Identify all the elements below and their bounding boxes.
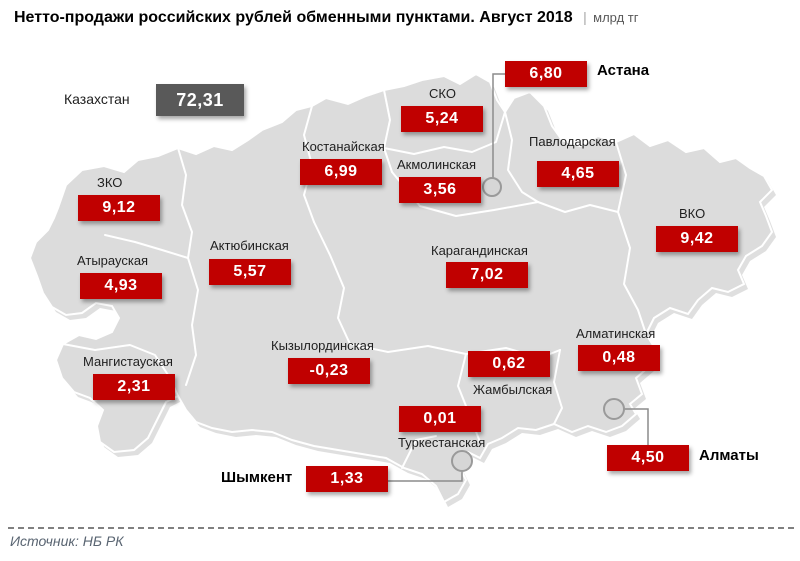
- region-label-karaganda: Карагандинская: [431, 243, 528, 258]
- city-value-almaty: 4,50: [607, 445, 689, 471]
- astana-connector: [492, 73, 505, 178]
- region-label-vko: ВКО: [679, 206, 706, 221]
- region-label-turkestan: Туркестанская: [398, 435, 486, 450]
- region-label-almaty-region: Алматинская: [576, 326, 656, 341]
- region-value-zhambyl: 0,62: [468, 351, 550, 377]
- page-title: Нетто-продажи российских рублей обменным…: [14, 9, 639, 27]
- region-value-kyzylorda: -0,23: [288, 358, 370, 384]
- city-connectors: [386, 73, 649, 482]
- city-value-astana: 6,80: [505, 61, 587, 87]
- region-value-karaganda: 7,02: [446, 262, 528, 288]
- region-label-sko: СКО: [429, 86, 456, 101]
- region-label-zhambyl: Жамбылская: [473, 382, 553, 397]
- title-separator: |: [583, 9, 587, 25]
- city-value-shymkent: 1,33: [306, 466, 388, 492]
- region-value-atyrau: 4,93: [80, 273, 162, 299]
- region-label-kostanay: Костанайская: [302, 139, 385, 154]
- region-label-aktobe: Актюбинская: [210, 238, 289, 253]
- source-note: Источник: НБ РК: [10, 533, 124, 549]
- almaty-marker: [603, 398, 625, 420]
- region-label-kyzylorda: Кызылординская: [271, 338, 374, 353]
- city-label-shymkent: Шымкент: [221, 469, 293, 486]
- region-label-zko: ЗКО: [97, 175, 123, 190]
- region-value-zko: 9,12: [78, 195, 160, 221]
- region-value-sko: 5,24: [401, 106, 483, 132]
- region-value-turkestan: 0,01: [399, 406, 481, 432]
- region-value-aktobe: 5,57: [209, 259, 291, 285]
- title-text: Нетто-продажи российских рублей обменным…: [14, 9, 573, 26]
- region-label-akmola: Акмолинская: [397, 157, 477, 172]
- region-value-akmola: 3,56: [399, 177, 481, 203]
- region-label-pavlodar: Павлодарская: [529, 134, 616, 149]
- city-label-almaty: Алматы: [699, 447, 759, 464]
- astana-marker: [482, 177, 502, 197]
- shymkent-connector: [386, 471, 463, 482]
- separator-line: [8, 527, 794, 529]
- almaty-connector: [624, 408, 649, 445]
- region-value-vko: 9,42: [656, 226, 738, 252]
- shymkent-marker: [451, 450, 473, 472]
- region-label-atyrau: Атырауская: [77, 253, 149, 268]
- title-unit: млрд тг: [593, 10, 639, 25]
- region-value-pavlodar: 4,65: [537, 161, 619, 187]
- city-label-astana: Астана: [597, 62, 650, 79]
- region-value-kostanay: 6,99: [300, 159, 382, 185]
- region-label-mangystau: Мангистауская: [83, 354, 173, 369]
- region-value-almaty-region: 0,48: [578, 345, 660, 371]
- country-label: Казахстан: [64, 91, 130, 107]
- country-value-box: 72,31: [156, 84, 244, 116]
- region-value-mangystau: 2,31: [93, 374, 175, 400]
